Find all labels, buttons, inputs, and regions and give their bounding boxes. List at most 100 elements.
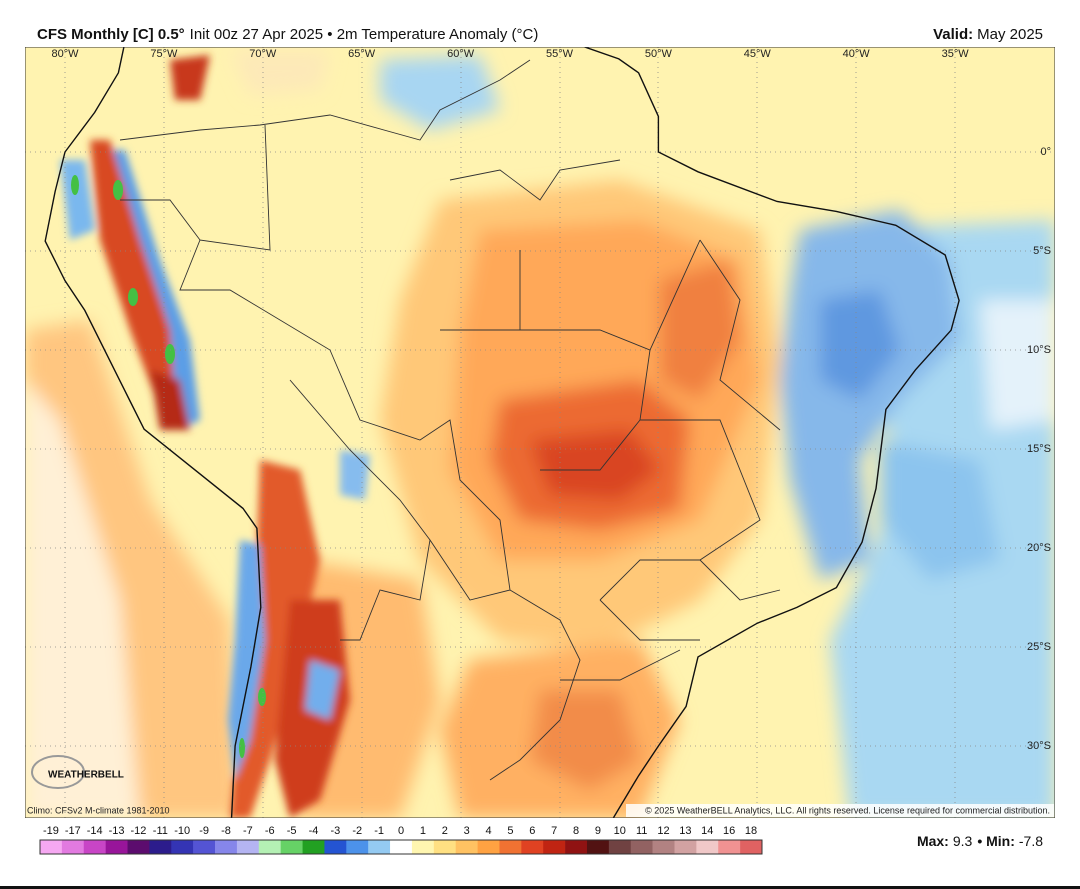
- colorbar-label: 9: [595, 825, 601, 837]
- colorbar-label: -4: [309, 825, 319, 837]
- colorbar-label: 10: [614, 825, 626, 837]
- colorbar-swatch: [630, 840, 653, 854]
- colorbar-swatch: [521, 840, 544, 854]
- colorbar-label: 7: [551, 825, 557, 837]
- min: -7.8: [1019, 833, 1043, 849]
- colorbar-label: -5: [287, 825, 297, 837]
- colorbar-swatch: [565, 840, 588, 854]
- colorbar-frame: [39, 839, 763, 855]
- graticule: [25, 47, 1055, 818]
- valid: May 2025: [977, 26, 1043, 43]
- colorbar-label: -12: [131, 825, 147, 837]
- lon-label: 70°W: [249, 48, 277, 60]
- logo-text: WEATHERBELL: [48, 770, 124, 781]
- colorbar-swatch: [740, 840, 763, 854]
- colorbar-swatch: [499, 840, 522, 854]
- colorbar-label: -7: [243, 825, 253, 837]
- colorbar-label: 18: [745, 825, 757, 837]
- colorbar-swatch: [477, 840, 500, 854]
- lon-label: 40°W: [843, 48, 871, 60]
- colorbar-swatch: [127, 840, 150, 854]
- colorbar-label: -19: [43, 825, 59, 837]
- colorbar-label: 1: [420, 825, 426, 837]
- min-label: • Min:: [977, 833, 1015, 849]
- logo: WEATHERBELL: [31, 755, 124, 789]
- init: Init 00z 27 Apr 2025 • 2m Temperature An…: [190, 26, 539, 43]
- colorbar-label: 3: [464, 825, 470, 837]
- map-field: [25, 47, 1055, 818]
- colorbar-swatch: [236, 840, 260, 854]
- colorbar-swatch: [411, 840, 435, 854]
- colorbar-swatch: [433, 840, 456, 854]
- colorbar-label: -14: [87, 825, 103, 837]
- colorbar-swatch: [149, 840, 172, 854]
- colorbar-label: 2: [442, 825, 448, 837]
- header-valid: Valid: May 2025: [933, 26, 1043, 43]
- colorbar-swatch: [608, 840, 632, 854]
- colorbar-label: -10: [174, 825, 190, 837]
- colorbar-swatch: [368, 840, 391, 854]
- colorbar-label: 5: [507, 825, 513, 837]
- lon-label: 65°W: [348, 48, 376, 60]
- colorbar-swatch: [258, 840, 281, 854]
- colorbar-swatch: [346, 840, 369, 854]
- lat-label: 20°S: [1027, 542, 1051, 554]
- colorbar-swatch: [171, 840, 194, 854]
- colorbar-label: 8: [573, 825, 579, 837]
- lon-label: 35°W: [942, 48, 970, 60]
- bottom-bar: [0, 886, 1080, 889]
- colorbar-swatch: [215, 840, 238, 854]
- lat-label: 25°S: [1027, 641, 1051, 653]
- colorbar-label: 6: [529, 825, 535, 837]
- colorbar-swatch: [696, 840, 719, 854]
- colorbar-swatch: [105, 840, 128, 854]
- colorbar-label: -1: [374, 825, 384, 837]
- lon-label: 75°W: [150, 48, 178, 60]
- lon-label: 50°W: [645, 48, 673, 60]
- colorbar-swatch: [40, 840, 63, 854]
- lat-label: 0°: [1040, 146, 1051, 158]
- colorbar-label: -13: [109, 825, 125, 837]
- colorbar-swatch: [455, 840, 478, 854]
- colorbar-swatch: [302, 840, 325, 854]
- colorbar-label: 16: [723, 825, 735, 837]
- colorbar-swatch: [61, 840, 85, 854]
- max: 9.3: [953, 833, 973, 849]
- lon-label: 55°W: [546, 48, 574, 60]
- climo-note: Climo: CFSv2 M-climate 1981-2010: [27, 805, 170, 815]
- colorbar-swatch: [652, 840, 675, 854]
- header-model: CFS Monthly [C] 0.5° Init 00z 27 Apr 2025…: [37, 26, 538, 43]
- colorbar-label: -11: [153, 825, 168, 837]
- colorbar-label: -8: [221, 825, 231, 837]
- colorbar-swatch: [193, 840, 216, 854]
- lat-label: 10°S: [1027, 344, 1051, 356]
- colorbar-label: -2: [352, 825, 362, 837]
- colorbar-swatch: [674, 840, 697, 854]
- coastline: [44, 47, 960, 818]
- borders: [119, 59, 781, 781]
- colorbar-swatch: [390, 840, 413, 854]
- colorbar-label: 12: [657, 825, 669, 837]
- lat-label: 30°S: [1027, 740, 1051, 752]
- colorbar-swatch: [543, 840, 566, 854]
- colorbar-swatch: [324, 840, 347, 854]
- colorbar-label: 13: [679, 825, 691, 837]
- colorbar-label: -3: [330, 825, 340, 837]
- colorbar-swatch: [83, 840, 106, 854]
- lon-label: 60°W: [447, 48, 475, 60]
- lon-label: 80°W: [51, 48, 79, 60]
- colorbar-label: -17: [65, 825, 81, 837]
- model: CFS Monthly [C] 0.5°: [37, 26, 185, 43]
- colorbar-label: 4: [485, 825, 491, 837]
- colorbar-label: 0: [398, 825, 404, 837]
- lat-label: 15°S: [1027, 443, 1051, 455]
- colorbar-label: 11: [636, 825, 647, 837]
- colorbar-label: -6: [265, 825, 275, 837]
- lat-label: 5°S: [1033, 245, 1051, 257]
- colorbar-swatch: [586, 840, 610, 854]
- valid-label: Valid:: [933, 26, 973, 43]
- stats: Max: 9.3 • Min: -7.8: [917, 833, 1043, 849]
- colorbar-label: 14: [701, 825, 713, 837]
